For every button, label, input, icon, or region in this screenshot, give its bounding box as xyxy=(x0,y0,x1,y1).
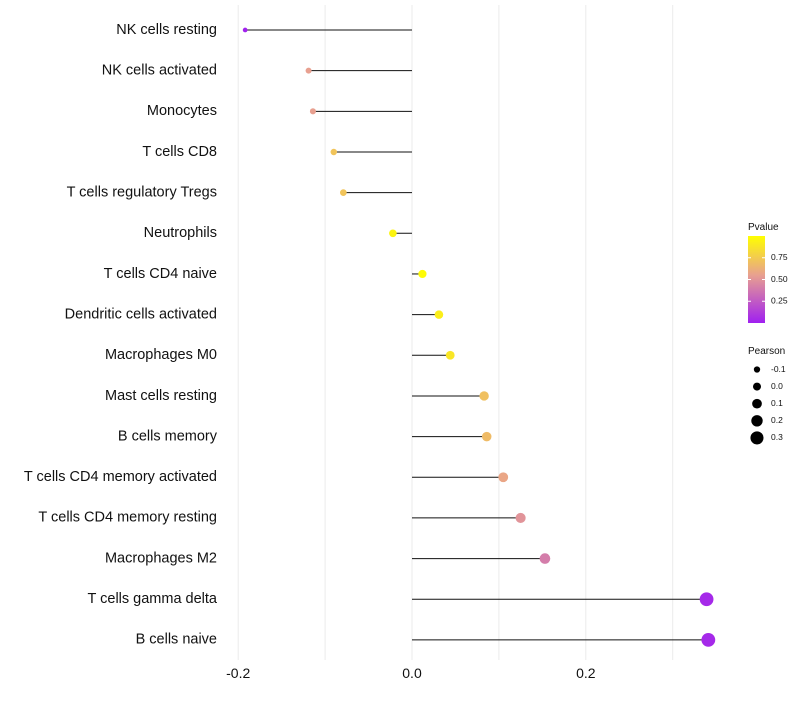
data-point xyxy=(242,27,248,33)
category-labels: NK cells resting NK cells activated Monocy… xyxy=(24,22,218,648)
x-tick-label: -0.2 xyxy=(226,665,250,681)
color-legend-tick-label: 0.50 xyxy=(771,274,788,284)
category-label: T cells CD4 memory resting xyxy=(38,510,217,526)
size-legend-label: 0.2 xyxy=(771,415,783,425)
data-point xyxy=(498,472,509,483)
data-point xyxy=(479,391,489,401)
stem-layer xyxy=(245,29,709,641)
category-label: NK cells activated xyxy=(102,62,217,78)
color-legend-ticks: 0.25 0.50 0.75 xyxy=(748,252,788,306)
data-point xyxy=(539,553,551,564)
size-legend-label: 0.1 xyxy=(771,398,783,408)
data-point xyxy=(482,431,492,442)
x-tick-label: 0.2 xyxy=(576,665,596,681)
category-label: B cells memory xyxy=(118,428,218,444)
category-label: NK cells resting xyxy=(116,22,217,38)
category-label: T cells CD4 naive xyxy=(104,266,217,282)
data-point xyxy=(699,592,714,607)
category-label: Monocytes xyxy=(147,103,217,119)
data-point xyxy=(340,189,347,196)
category-label: T cells gamma delta xyxy=(88,591,218,607)
size-legend-label: 0.3 xyxy=(771,432,783,442)
data-point xyxy=(445,350,455,360)
category-label: Macrophages M2 xyxy=(105,550,217,566)
size-legend-dot xyxy=(753,382,761,391)
data-point xyxy=(305,67,312,74)
size-legend-entries: -0.1 0.0 0.1 0.2 0.3 xyxy=(750,364,786,445)
size-legend-dot xyxy=(751,415,763,427)
size-legend-title: Pearson xyxy=(748,346,785,357)
category-label: Neutrophils xyxy=(144,225,217,241)
category-label: Macrophages M0 xyxy=(105,347,217,363)
color-legend-tick-label: 0.25 xyxy=(771,296,788,306)
category-label: T cells regulatory Tregs xyxy=(67,184,217,200)
x-axis-ticks: -0.2 0.0 0.2 xyxy=(226,665,596,681)
category-label: Dendritic cells activated xyxy=(65,306,217,322)
grid-layer xyxy=(237,5,674,660)
size-legend-label: 0.0 xyxy=(771,381,783,391)
data-point xyxy=(330,148,338,156)
data-point xyxy=(389,229,397,238)
color-legend-bar xyxy=(748,236,765,323)
point-layer xyxy=(242,27,716,647)
size-legend-dot xyxy=(753,366,761,373)
size-legend-dot xyxy=(750,431,764,445)
category-label: T cells CD4 memory activated xyxy=(24,469,217,485)
data-point xyxy=(434,310,444,319)
category-label: T cells CD8 xyxy=(142,144,217,160)
data-point xyxy=(515,512,526,523)
size-legend: Pearson -0.1 0.0 0.1 0.2 0.3 xyxy=(748,346,786,445)
category-label: B cells naive xyxy=(136,632,217,648)
data-point xyxy=(418,269,427,279)
size-legend-label: -0.1 xyxy=(771,364,786,374)
data-point xyxy=(701,633,716,647)
color-legend-title: Pvalue xyxy=(748,222,779,233)
color-legend: Pvalue 0.25 0.50 0.75 xyxy=(748,222,788,323)
x-tick-label: 0.0 xyxy=(402,665,422,681)
category-label: Mast cells resting xyxy=(105,388,217,404)
size-legend-dot xyxy=(752,398,762,409)
color-legend-tick-label: 0.75 xyxy=(771,252,788,262)
data-point xyxy=(309,108,316,115)
